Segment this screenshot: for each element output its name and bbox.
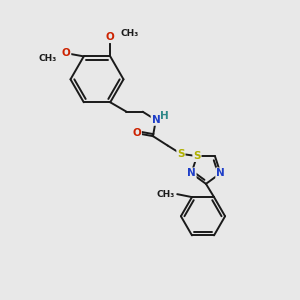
Text: O: O — [132, 128, 141, 138]
Text: N: N — [187, 168, 196, 178]
Text: S: S — [193, 151, 201, 161]
Text: CH₃: CH₃ — [38, 54, 56, 63]
Text: H: H — [160, 110, 169, 121]
Text: N: N — [152, 115, 160, 125]
Text: O: O — [62, 48, 70, 59]
Text: CH₃: CH₃ — [121, 29, 139, 38]
Text: S: S — [177, 149, 185, 159]
Text: N: N — [216, 168, 225, 178]
Text: O: O — [106, 32, 115, 42]
Text: CH₃: CH₃ — [157, 190, 175, 199]
